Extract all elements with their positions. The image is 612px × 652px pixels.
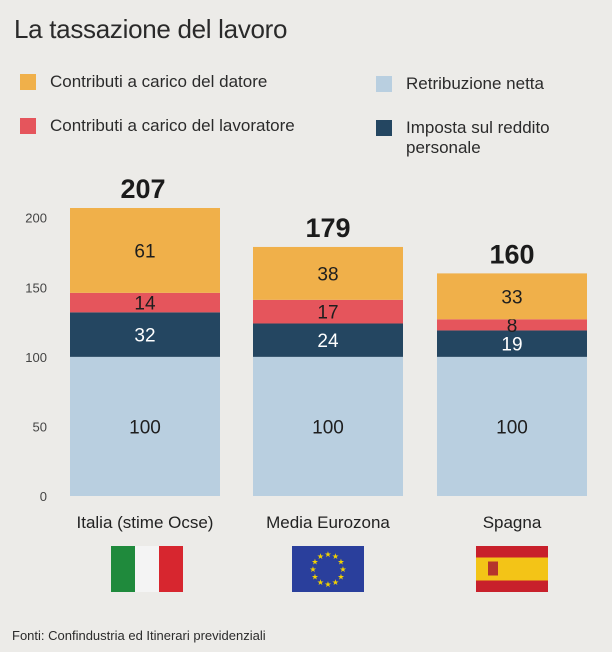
bar-segment: [70, 292, 220, 313]
segment-value-label: 32: [134, 326, 155, 347]
svg-text:★: ★: [339, 565, 346, 574]
svg-text:★: ★: [311, 558, 318, 567]
legend-item-net-pay: Retribuzione netta: [376, 74, 544, 94]
bar-segment: [253, 323, 403, 357]
legend-item-worker: Contributi a carico del lavoratore: [20, 116, 295, 136]
bar-total-label: 207: [120, 174, 165, 204]
svg-text:★: ★: [332, 552, 339, 561]
segment-value-label: 100: [312, 417, 344, 438]
legend-item-income-tax: Imposta sul reddito personale: [376, 118, 596, 158]
segment-value-label: 24: [317, 331, 339, 352]
stacked-bar-chart: 0 50 100 150 200 100 32 14 61 207 Italia (stime Oc…: [25, 174, 587, 592]
segment-value-label: 19: [501, 335, 522, 356]
legend-label: Contributi a carico del lavoratore: [50, 116, 295, 135]
bar-segment: [253, 299, 403, 324]
category-label: Media Eurozona: [266, 513, 390, 532]
y-tick-label: 200: [25, 211, 47, 226]
segment-value-label: 61: [134, 241, 155, 262]
bar-segment: [437, 273, 587, 320]
y-tick-label: 0: [40, 489, 47, 504]
legend-label: Retribuzione netta: [406, 74, 544, 93]
bar-total-label: 160: [489, 239, 534, 269]
segment-value-label: 38: [317, 264, 338, 285]
legend-label: Imposta sul reddito personale: [406, 118, 550, 157]
category-label: Spagna: [483, 513, 542, 532]
segment-value-label: 17: [317, 303, 338, 324]
segment-value-label: 8: [507, 316, 518, 337]
spain-flag: [476, 546, 548, 592]
y-tick-label: 100: [25, 350, 47, 365]
svg-text:★: ★: [324, 550, 331, 559]
chart-title: La tassazione del lavoro: [14, 14, 288, 44]
source-note: Fonti: Confindustria ed Itinerari previd…: [12, 628, 266, 643]
y-tick-label: 150: [25, 280, 47, 295]
bar-segment: [253, 356, 403, 496]
eu-flag: ★★★★★★★★★ ★ ★★: [292, 546, 364, 592]
segment-value-label: 14: [134, 294, 156, 315]
legend-item-employer: Contributi a carico del datore: [20, 72, 267, 92]
bar-segment: [437, 356, 587, 496]
svg-text:★: ★: [317, 578, 324, 587]
legend-label: Contributi a carico del datore: [50, 72, 268, 91]
legend-swatch: [20, 118, 36, 134]
bar-segment: [437, 330, 587, 357]
bar-segment: [70, 312, 220, 357]
svg-text:★: ★: [311, 573, 318, 582]
bar-segment: [253, 246, 403, 300]
svg-text:★: ★: [309, 565, 316, 574]
legend-swatch: [376, 76, 392, 92]
italy-flag: [111, 546, 183, 592]
legend-swatch: [20, 74, 36, 90]
bar-segment: [70, 208, 220, 293]
bar-total-label: 179: [305, 213, 350, 243]
svg-text:★: ★: [337, 573, 344, 582]
svg-text:★: ★: [324, 580, 331, 589]
svg-text:★: ★: [317, 552, 324, 561]
bar-segment: [70, 356, 220, 496]
segment-value-label: 33: [501, 287, 522, 308]
bar-segment: [437, 319, 587, 331]
category-label: Italia (stime Ocse): [77, 513, 214, 532]
y-tick-label: 50: [33, 419, 47, 434]
segment-value-label: 100: [496, 417, 528, 438]
svg-text:★: ★: [332, 578, 339, 587]
legend-swatch: [376, 120, 392, 136]
svg-text:★: ★: [337, 558, 344, 567]
segment-value-label: 100: [129, 417, 161, 438]
